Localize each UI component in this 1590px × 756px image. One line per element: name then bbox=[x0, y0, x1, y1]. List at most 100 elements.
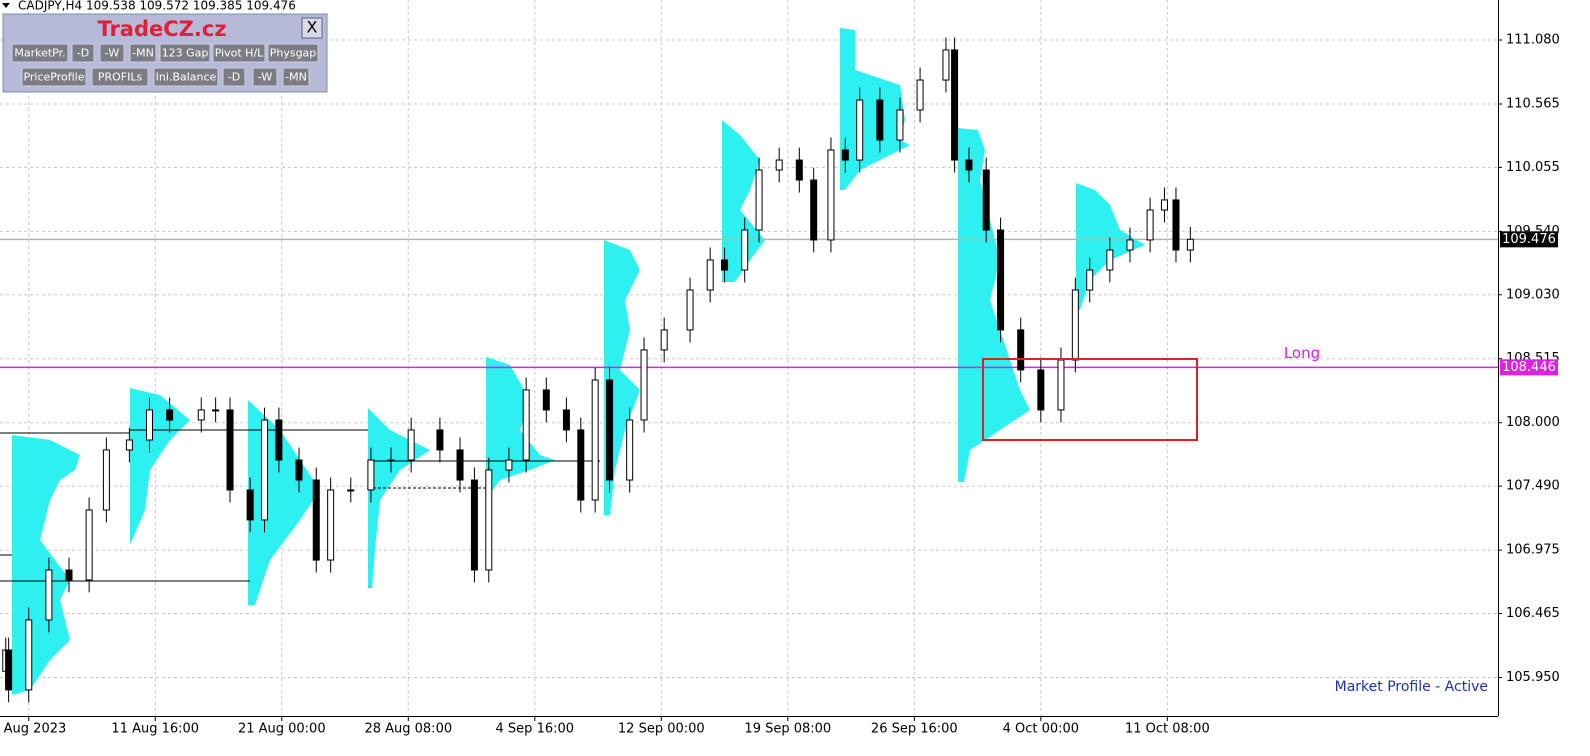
candle-body bbox=[197, 409, 205, 421]
panel-button[interactable] bbox=[11, 43, 69, 63]
candle-body bbox=[755, 169, 763, 231]
x-tick-label: 4 Sep 16:00 bbox=[496, 722, 575, 737]
candle-body bbox=[721, 259, 729, 271]
close-button-label[interactable]: X bbox=[307, 18, 318, 37]
candle-body bbox=[951, 49, 959, 161]
dropdown-icon bbox=[2, 3, 10, 8]
grid bbox=[0, 0, 1498, 716]
x-tick-label: 26 Sep 16:00 bbox=[871, 722, 958, 737]
candle-body bbox=[1057, 359, 1065, 411]
panel-button-label[interactable]: -W bbox=[105, 47, 120, 60]
candle-body bbox=[577, 429, 585, 501]
candle-body bbox=[606, 379, 614, 481]
y-tick-label: 110.055 bbox=[1506, 160, 1560, 175]
candle-body bbox=[965, 159, 973, 171]
control-panel: TradeCZ.cz X MarketPr. -D -W -MN 123 Gap Pivo… bbox=[2, 13, 328, 93]
panel-button-label[interactable]: Ini.Balance bbox=[156, 71, 217, 84]
panel-button[interactable] bbox=[282, 67, 310, 87]
profile bbox=[130, 388, 190, 545]
price-box bbox=[1500, 359, 1558, 376]
x-tick-label: 28 Aug 08:00 bbox=[364, 722, 452, 737]
price-boxes: 109.476 108.446 bbox=[1500, 231, 1558, 376]
panel-button-label[interactable]: -MN bbox=[132, 47, 154, 60]
panel-button[interactable] bbox=[91, 67, 149, 87]
axes: 111.080110.565110.055109.540109.030108.5… bbox=[0, 33, 1560, 737]
panel-button-label[interactable]: -MN bbox=[285, 71, 307, 84]
candle-body bbox=[686, 289, 694, 331]
panel-button[interactable] bbox=[267, 43, 319, 63]
candle-body bbox=[470, 479, 478, 571]
panel-button[interactable] bbox=[99, 43, 125, 63]
candle-body bbox=[261, 419, 269, 521]
panel-button[interactable] bbox=[21, 67, 87, 87]
panel-button-label[interactable]: Pivot H/L bbox=[215, 47, 264, 60]
panel-button[interactable] bbox=[153, 67, 219, 87]
panel-button-label[interactable]: -D bbox=[228, 71, 240, 84]
candle-body bbox=[436, 429, 444, 451]
profile bbox=[12, 435, 80, 695]
candle-body bbox=[1017, 329, 1025, 371]
price-box-label: 108.446 bbox=[1502, 360, 1556, 375]
candle-body bbox=[982, 169, 990, 231]
candle-body bbox=[795, 159, 803, 181]
profile bbox=[248, 400, 320, 605]
candle-body bbox=[856, 99, 864, 161]
x-tick-label: 11 Oct 08:00 bbox=[1125, 722, 1210, 737]
profile bbox=[486, 357, 555, 500]
price-box bbox=[1500, 231, 1558, 248]
market-profiles bbox=[12, 28, 1145, 695]
candle-body bbox=[327, 489, 335, 561]
candle-body bbox=[562, 409, 570, 431]
x-tick-label: 11 Aug 16:00 bbox=[111, 722, 199, 737]
candle-body bbox=[347, 489, 355, 492]
buttons: MarketPr. -D -W -MN 123 Gap Pivot H/L Physgap P… bbox=[11, 43, 319, 87]
candle-body bbox=[485, 469, 493, 571]
panel-button-label[interactable]: -D bbox=[77, 47, 89, 60]
annotation: Long bbox=[1284, 344, 1320, 362]
y-tick-label: 106.465 bbox=[1506, 606, 1560, 621]
candle-body bbox=[367, 459, 375, 491]
x-tick-label: 21 Aug 00:00 bbox=[238, 722, 326, 737]
candle-body bbox=[166, 409, 174, 421]
candle-body bbox=[591, 379, 599, 501]
panel-button[interactable] bbox=[71, 43, 95, 63]
candle-body bbox=[387, 459, 395, 462]
panel-button-label[interactable]: PriceProfile bbox=[23, 71, 84, 84]
candle-body bbox=[876, 99, 884, 141]
candle-body bbox=[85, 509, 93, 581]
profile bbox=[368, 408, 430, 588]
candle-body bbox=[916, 79, 924, 111]
candle-body bbox=[1126, 239, 1134, 251]
y-tick-label: 106.975 bbox=[1506, 543, 1560, 558]
profile bbox=[1076, 183, 1145, 310]
close-button[interactable] bbox=[301, 17, 323, 39]
candle-body bbox=[246, 489, 254, 521]
candle-body bbox=[997, 229, 1005, 331]
y-tick-label: 107.490 bbox=[1506, 479, 1560, 494]
panel-button[interactable] bbox=[159, 43, 211, 63]
panel-button-label[interactable]: -W bbox=[258, 71, 273, 84]
panel-button-label[interactable]: PROFILs bbox=[98, 71, 143, 84]
panel-button-label[interactable]: MarketPr. bbox=[14, 47, 65, 60]
candle-body bbox=[456, 449, 464, 481]
candle-body bbox=[45, 569, 53, 621]
candle-body bbox=[775, 159, 783, 171]
y-tick-label: 109.030 bbox=[1506, 287, 1560, 302]
panel-button-label[interactable]: 123 Gap bbox=[162, 47, 209, 60]
horizontal-lines: Long bbox=[0, 238, 1498, 369]
candle-body bbox=[810, 179, 818, 241]
candles bbox=[2, 37, 1194, 703]
panel-button[interactable] bbox=[222, 67, 246, 87]
candle-body bbox=[1106, 249, 1114, 271]
x-tick-label: 12 Sep 00:00 bbox=[618, 722, 705, 737]
candle-body bbox=[542, 389, 550, 411]
panel-button-label[interactable]: Physgap bbox=[270, 47, 317, 60]
candle-body bbox=[1160, 199, 1168, 211]
panel-button[interactable] bbox=[212, 43, 266, 63]
candle-body bbox=[102, 449, 110, 511]
panel-button[interactable] bbox=[252, 67, 278, 87]
logo: TradeCZ.cz bbox=[97, 17, 226, 41]
candle-body bbox=[1146, 209, 1154, 241]
panel-button[interactable] bbox=[129, 43, 157, 63]
candle-body bbox=[522, 389, 530, 461]
